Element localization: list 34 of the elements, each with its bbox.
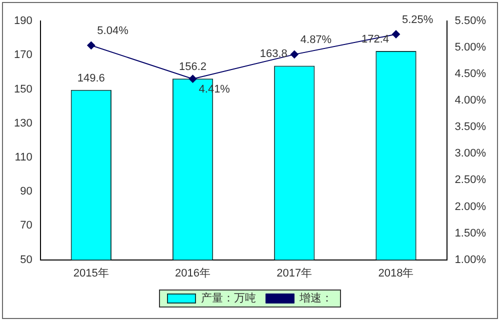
data-label: 156.2 [179, 61, 207, 74]
y-tick-label: 70 [20, 220, 32, 232]
y2-tick-label: 3.00% [454, 148, 486, 160]
y2-tick-label: 5.00% [454, 42, 486, 54]
y-tick-label: 150 [14, 83, 32, 96]
y-tick-label: 110 [14, 151, 32, 164]
y-tick-label: 190 [14, 15, 32, 28]
y2-tick-label: 2.50% [454, 174, 486, 186]
legend-label: 产量：万吨 [201, 292, 256, 305]
y-tick-label: 90 [20, 186, 32, 198]
y2-tick-label: 5.50% [454, 15, 486, 28]
y-tick-label: 130 [14, 117, 32, 130]
data-label: 5.25% [402, 14, 434, 26]
data-label: 4.87% [300, 34, 332, 46]
x-tick-label: 2017年 [276, 267, 312, 280]
y2-tick-label: 4.00% [454, 94, 486, 107]
legend-label: 增速： [298, 292, 332, 305]
point [188, 74, 197, 83]
data-label: 149.6 [77, 72, 105, 84]
data-label: 5.04% [97, 24, 129, 37]
data-label: 163.8 [260, 48, 288, 60]
y2-tick-label: 1.00% [454, 254, 486, 266]
y-tick-label: 50 [20, 254, 32, 266]
point [392, 30, 400, 38]
y2-tick-label: 4.50% [454, 68, 486, 80]
y2-tick-label: 1.50% [454, 227, 486, 240]
point [87, 41, 96, 50]
y2-tick-label: 2.00% [454, 200, 486, 213]
x-tick-label: 2015年 [73, 267, 109, 280]
point [290, 50, 298, 58]
x-tick-label: 2018年 [378, 267, 414, 280]
x-tick-label: 2016年 [175, 267, 211, 280]
y-tick-label: 170 [14, 49, 32, 62]
y2-tick-label: 3.50% [454, 121, 486, 134]
